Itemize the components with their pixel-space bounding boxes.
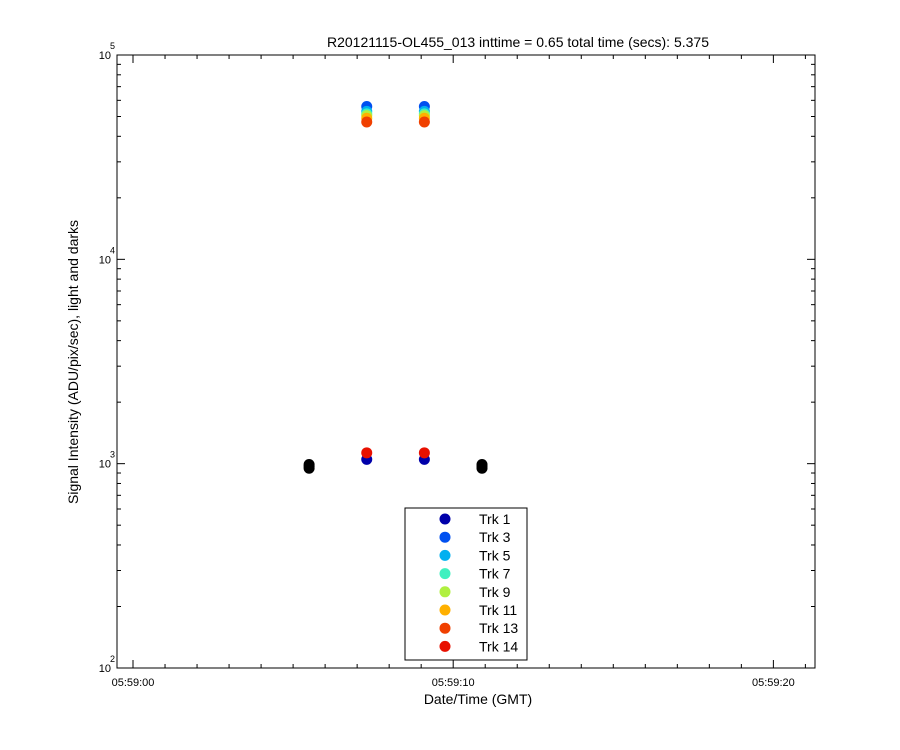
legend-label: Trk 7: [479, 566, 511, 582]
legend-label: Trk 5: [479, 547, 511, 563]
y-tick-exponent: 3: [110, 450, 115, 460]
y-tick-exponent: 4: [110, 245, 115, 255]
legend-marker: [439, 549, 451, 561]
y-tick-base: 10: [99, 254, 111, 266]
y-tick-base: 10: [99, 50, 111, 62]
x-tick-label: 05:59:10: [432, 677, 475, 689]
chart-title: R20121115-OL455_013 inttime = 0.65 total…: [327, 34, 709, 50]
legend-entry: Trk 11: [439, 602, 517, 618]
legend-entry: Trk 9: [439, 584, 511, 600]
data-point: [361, 447, 373, 459]
legend-marker: [439, 604, 451, 616]
legend-label: Trk 13: [479, 620, 518, 636]
y-tick-label: 105: [99, 41, 115, 62]
legend-marker: [439, 622, 451, 634]
y-tick-base: 10: [99, 459, 111, 471]
y-tick-label: 104: [99, 245, 115, 266]
legend-label: Trk 1: [479, 511, 511, 527]
x-axis-label: Date/Time (GMT): [424, 691, 532, 707]
x-tick-labels: 05:59:00 05:59:10 05:59:20: [112, 677, 795, 689]
legend-entry: Trk 14: [439, 638, 518, 654]
legend: Trk 1 Trk 3 Trk 5 Trk 7 Trk 9 Trk 11 Trk 13 Trk…: [404, 507, 528, 661]
minor-tick-marks: [117, 55, 815, 668]
data-point: [418, 116, 430, 128]
data-point: [361, 116, 373, 128]
legend-entry: Trk 13: [439, 620, 518, 636]
legend-box: [404, 507, 528, 661]
y-axis-label: Signal Intensity (ADU/pix/sec), light an…: [65, 220, 81, 504]
y-tick-label: 102: [99, 654, 115, 675]
legend-marker: [439, 586, 451, 598]
legend-marker: [439, 531, 451, 543]
y-tick-label: 103: [99, 450, 115, 471]
legend-label: Trk 9: [479, 584, 511, 600]
y-tick-exponent: 2: [110, 654, 115, 664]
legend-entry: Trk 5: [439, 547, 511, 563]
legend-entry: Trk 3: [439, 529, 511, 545]
x-tick-label: 05:59:00: [112, 677, 155, 689]
legend-label: Trk 14: [479, 638, 518, 654]
legend-marker: [439, 568, 451, 580]
legend-entry: Trk 1: [439, 511, 511, 527]
y-tick-base: 10: [99, 663, 111, 675]
legend-marker: [439, 513, 451, 525]
legend-marker: [439, 640, 451, 652]
legend-label: Trk 11: [479, 602, 517, 618]
legend-entries: Trk 1 Trk 3 Trk 5 Trk 7 Trk 9 Trk 11 Trk 13 Trk…: [439, 511, 518, 654]
data-point: [418, 447, 430, 459]
dark-point: [303, 459, 315, 471]
data-points: [303, 100, 488, 474]
legend-label: Trk 3: [479, 529, 511, 545]
x-tick-label: 05:59:20: [752, 677, 795, 689]
legend-entry: Trk 7: [439, 566, 511, 582]
major-tick-marks: [117, 54, 815, 669]
y-tick-exponent: 5: [110, 41, 115, 51]
plot-frame: [116, 54, 816, 669]
dark-point: [476, 459, 488, 471]
